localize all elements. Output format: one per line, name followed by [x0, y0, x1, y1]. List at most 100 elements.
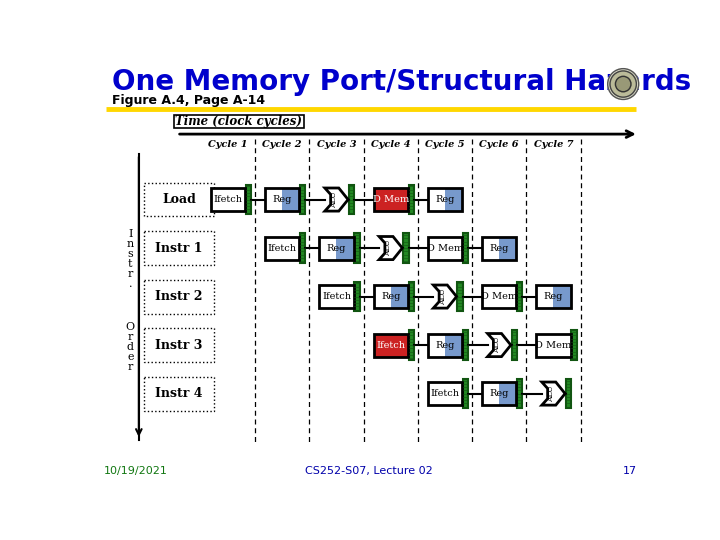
- Text: Reg: Reg: [272, 195, 292, 204]
- Text: Ifetch: Ifetch: [213, 195, 243, 204]
- Text: r: r: [127, 332, 133, 342]
- Bar: [300, 233, 305, 262]
- Bar: [428, 188, 462, 211]
- Bar: [408, 185, 414, 214]
- Bar: [482, 382, 499, 405]
- Text: Reg: Reg: [490, 389, 509, 398]
- Bar: [391, 285, 408, 308]
- Bar: [354, 233, 360, 262]
- Polygon shape: [325, 188, 348, 211]
- Bar: [512, 330, 517, 360]
- Text: D Mem: D Mem: [427, 244, 463, 253]
- Text: Ifetch: Ifetch: [268, 244, 297, 253]
- Text: D Mem: D Mem: [481, 292, 518, 301]
- Text: One Memory Port/Structural Hazards: One Memory Port/Structural Hazards: [112, 68, 691, 96]
- Bar: [374, 285, 408, 308]
- Bar: [246, 185, 251, 214]
- Bar: [211, 188, 245, 211]
- Text: .: .: [129, 279, 132, 289]
- Bar: [566, 379, 571, 408]
- Bar: [457, 282, 463, 311]
- Text: O: O: [126, 322, 135, 332]
- Bar: [349, 185, 354, 214]
- Text: Instr 3: Instr 3: [156, 339, 203, 352]
- Bar: [463, 379, 468, 408]
- Bar: [174, 115, 304, 128]
- Bar: [463, 330, 468, 360]
- Text: Cycle 1: Cycle 1: [208, 140, 248, 150]
- Bar: [482, 285, 516, 308]
- Text: Ifetch: Ifetch: [431, 389, 459, 398]
- Bar: [517, 379, 523, 408]
- Text: Reg: Reg: [327, 244, 346, 253]
- Bar: [265, 237, 300, 260]
- Text: Cycle 3: Cycle 3: [317, 140, 356, 150]
- Circle shape: [608, 69, 639, 99]
- Text: D Mem: D Mem: [536, 341, 572, 349]
- Bar: [499, 237, 516, 260]
- Bar: [428, 237, 462, 260]
- Text: Instr 1: Instr 1: [156, 241, 203, 254]
- Bar: [144, 231, 214, 265]
- Polygon shape: [379, 237, 402, 260]
- Text: Cycle 7: Cycle 7: [534, 140, 573, 150]
- Text: I: I: [128, 229, 132, 239]
- Text: Instr 2: Instr 2: [156, 290, 203, 303]
- Text: Load: Load: [162, 193, 196, 206]
- Text: n: n: [127, 239, 134, 249]
- Text: Time (clock cycles): Time (clock cycles): [176, 115, 302, 128]
- Bar: [354, 282, 360, 311]
- Bar: [403, 233, 408, 262]
- Text: Reg: Reg: [436, 341, 454, 349]
- Bar: [320, 285, 354, 308]
- Text: ALU: ALU: [330, 191, 338, 208]
- Bar: [408, 282, 414, 311]
- Bar: [265, 188, 282, 211]
- Text: ALU: ALU: [384, 240, 392, 256]
- Text: Cycle 4: Cycle 4: [371, 140, 410, 150]
- Circle shape: [616, 76, 631, 92]
- Bar: [482, 237, 516, 260]
- Text: Ifetch: Ifetch: [376, 341, 405, 349]
- Text: e: e: [127, 352, 133, 362]
- Bar: [554, 285, 570, 308]
- Bar: [428, 188, 445, 211]
- Text: ALU: ALU: [438, 288, 446, 305]
- Text: Cycle 5: Cycle 5: [426, 140, 464, 150]
- Text: s: s: [127, 249, 133, 259]
- Bar: [482, 382, 516, 405]
- Bar: [374, 188, 408, 211]
- Text: Cycle 6: Cycle 6: [480, 140, 519, 150]
- Text: ALU: ALU: [547, 385, 555, 402]
- Bar: [499, 382, 516, 405]
- Polygon shape: [542, 382, 565, 405]
- Bar: [144, 328, 214, 362]
- Text: 10/19/2021: 10/19/2021: [104, 465, 168, 476]
- Text: Reg: Reg: [381, 292, 400, 301]
- Text: 17: 17: [623, 465, 637, 476]
- Bar: [300, 185, 305, 214]
- Text: r: r: [127, 362, 133, 372]
- Text: Reg: Reg: [490, 244, 509, 253]
- Text: Cycle 2: Cycle 2: [263, 140, 302, 150]
- Bar: [282, 188, 300, 211]
- Polygon shape: [433, 285, 456, 308]
- Bar: [336, 237, 354, 260]
- Text: D Mem: D Mem: [372, 195, 409, 204]
- Bar: [144, 377, 214, 410]
- Bar: [463, 233, 468, 262]
- Circle shape: [610, 71, 636, 97]
- Bar: [144, 280, 214, 314]
- Text: d: d: [127, 342, 134, 352]
- Bar: [144, 183, 214, 217]
- Text: Ifetch: Ifetch: [322, 292, 351, 301]
- Bar: [428, 382, 462, 405]
- Text: ALU: ALU: [493, 337, 501, 353]
- Bar: [374, 285, 391, 308]
- Text: Reg: Reg: [544, 292, 563, 301]
- Bar: [445, 188, 462, 211]
- Bar: [536, 334, 570, 356]
- Bar: [517, 282, 523, 311]
- Bar: [265, 188, 300, 211]
- Bar: [428, 334, 462, 356]
